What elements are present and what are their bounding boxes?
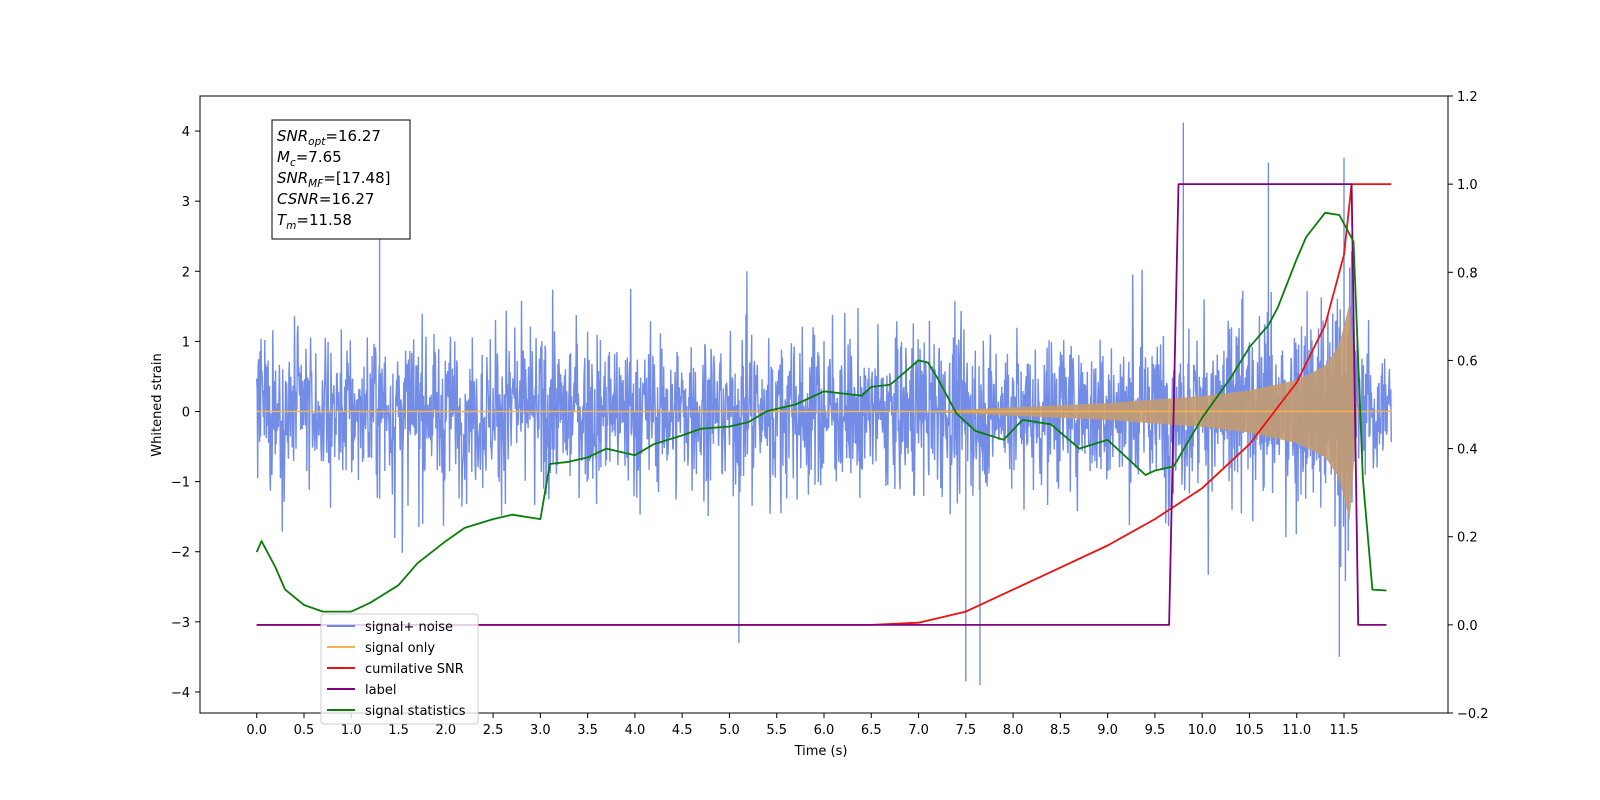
- series-signal-noise: [256, 122, 1392, 685]
- info-box-frame: [271, 119, 411, 240]
- legend: signal+ noise signal only cumilative SNR la…: [320, 613, 479, 725]
- x-tick-label: 9.0: [1097, 723, 1118, 738]
- y-tick-label-right: 0.2: [1457, 531, 1478, 546]
- y-axis-left: −4 −3 −2 −1 0 1 2 3 4: [171, 125, 200, 701]
- series-cumulative-snr: [256, 183, 1392, 626]
- x-tick-label: 5.0: [719, 723, 740, 738]
- x-tick-label: 11.5: [1330, 723, 1359, 738]
- info-box: SNRopt=16.27Mc=7.65SNRMF=[17.48]CSNR=16.…: [271, 119, 411, 240]
- x-tick-label: 7.0: [908, 723, 929, 738]
- y-tick-label-left: 4: [182, 125, 190, 140]
- x-tick-label: 2.0: [435, 723, 456, 738]
- y-tick-label-left: 3: [182, 195, 190, 210]
- info-line: Tm=11.58: [277, 211, 352, 232]
- info-line: Mc=7.65: [277, 148, 342, 169]
- legend-frame: [320, 613, 479, 725]
- x-tick-label: 0.0: [246, 723, 267, 738]
- x-tick-label: 10.5: [1235, 723, 1264, 738]
- y-tick-label-left: −2: [171, 546, 190, 561]
- x-axis: 0.0 0.5 1.0 1.5 2.0 2.5 3.0 3.5 4.0 4.5 5.0 5.5 6.0 6…: [246, 713, 1358, 738]
- y-tick-label-right: 0.0: [1457, 619, 1478, 634]
- x-tick-label: 4.5: [672, 723, 693, 738]
- y-axis-label-left: Whitened strain: [150, 353, 165, 456]
- y-tick-label-left: −3: [171, 616, 190, 631]
- info-line: SNRMF=[17.48]: [277, 169, 391, 190]
- x-tick-label: 3.5: [577, 723, 598, 738]
- x-axis-label: Time (s): [794, 744, 848, 759]
- x-tick-label: 11.0: [1282, 723, 1311, 738]
- y-tick-label-left: 0: [182, 406, 190, 421]
- legend-label: signal+ noise: [365, 620, 453, 635]
- y-tick-label-right: 0.4: [1457, 443, 1478, 458]
- x-tick-label: 3.0: [530, 723, 551, 738]
- x-tick-label: 1.5: [388, 723, 409, 738]
- y-tick-label-right: 1.2: [1457, 90, 1478, 105]
- legend-label: label: [365, 683, 396, 698]
- info-line: SNRopt=16.27: [277, 127, 381, 148]
- y-tick-label-left: −4: [171, 686, 190, 701]
- y-tick-label-right: 0.6: [1457, 354, 1478, 369]
- series-signal-statistics: [255, 211, 1387, 613]
- x-tick-label: 7.5: [955, 723, 976, 738]
- legend-label: signal statistics: [365, 704, 466, 719]
- x-tick-label: 2.5: [483, 723, 504, 738]
- x-tick-label: 0.5: [294, 723, 315, 738]
- x-tick-label: 5.5: [766, 723, 787, 738]
- x-tick-label: 9.5: [1145, 723, 1166, 738]
- y-tick-label-right: 1.0: [1457, 178, 1478, 193]
- series-layer: [255, 122, 1392, 685]
- x-tick-label: 6.0: [814, 723, 835, 738]
- legend-label: cumilative SNR: [365, 662, 464, 677]
- legend-label: signal only: [365, 641, 435, 656]
- y-tick-label-left: 2: [182, 265, 190, 280]
- y-tick-label-right: 0.8: [1457, 266, 1478, 281]
- y-tick-label-left: −1: [171, 476, 190, 491]
- x-tick-label: 6.5: [861, 723, 882, 738]
- series-label: [256, 183, 1387, 626]
- y-tick-label-right: −0.2: [1457, 707, 1489, 722]
- x-tick-label: 4.0: [625, 723, 646, 738]
- x-tick-label: 10.0: [1188, 723, 1217, 738]
- x-tick-label: 8.5: [1050, 723, 1071, 738]
- x-tick-label: 8.0: [1003, 723, 1024, 738]
- x-tick-label: 1.0: [341, 723, 362, 738]
- y-tick-label-left: 1: [182, 335, 190, 350]
- info-line: CSNR=16.27: [277, 190, 374, 208]
- y-axis-right: −0.2 0.0 0.2 0.4 0.6 0.8 1.0 1.2: [1448, 90, 1489, 722]
